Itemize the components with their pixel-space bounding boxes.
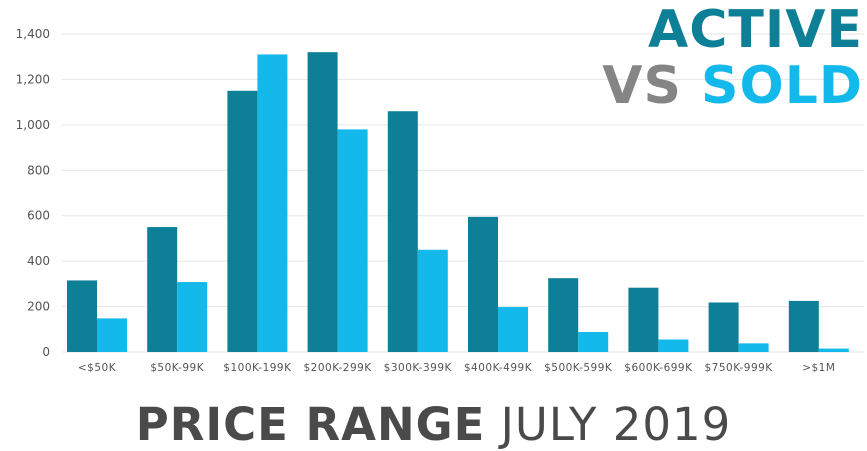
bar-active: [67, 280, 97, 352]
bar-sold: [337, 129, 368, 352]
bar-sold: [498, 307, 528, 352]
legend-vs-sold: VS SOLD: [602, 58, 863, 114]
bar-active: [548, 278, 579, 352]
bar-active: [387, 111, 418, 352]
bar-sold: [177, 282, 208, 352]
y-tick-label: 1,400: [16, 27, 50, 41]
bar-active: [307, 52, 338, 353]
bar-active: [788, 300, 819, 352]
y-tick-label: 400: [27, 254, 50, 268]
x-tick-label: $50K-99K: [150, 362, 204, 374]
x-tick-label: $600K-699K: [624, 362, 693, 374]
x-tick-label: >$1M: [802, 362, 835, 374]
x-tick-label: $200K-299K: [303, 362, 372, 374]
x-tick-label: $500K-599K: [544, 362, 613, 374]
legend: ACTIVE VS SOLD: [602, 2, 863, 114]
x-axis-category-labels: <$50K $50K-99K $100K-199K $200K-299K $300K-3…: [78, 362, 835, 374]
bar-active: [468, 216, 498, 352]
bars: [67, 52, 849, 353]
bar-active: [628, 287, 659, 352]
bar-sold: [738, 343, 769, 352]
y-axis-tick-labels: 0 200 400 600 800 1,000 1,200 1,400: [16, 27, 50, 359]
chart-title: PRICE RANGE JULY 2019: [0, 398, 867, 451]
x-tick-label: $750K-999K: [704, 362, 773, 374]
chart-title-bold: PRICE RANGE: [135, 398, 486, 451]
legend-vs-label: VS: [602, 56, 682, 116]
bar-sold: [578, 332, 609, 352]
legend-sold-label: SOLD: [701, 56, 863, 116]
bar-active: [708, 302, 739, 352]
y-tick-label: 1,000: [16, 118, 50, 132]
y-tick-label: 200: [27, 300, 50, 314]
bar-sold: [818, 348, 849, 352]
bar-active: [227, 90, 258, 353]
x-tick-label: $100K-199K: [223, 362, 292, 374]
bar-sold: [658, 339, 689, 352]
y-tick-label: 800: [27, 163, 50, 177]
x-tick-label: $400K-499K: [464, 362, 533, 374]
bar-sold: [97, 318, 127, 352]
bar-sold: [257, 54, 288, 352]
y-tick-label: 1,200: [16, 72, 50, 86]
chart-title-light: JULY 2019: [500, 398, 732, 451]
legend-active-label: ACTIVE: [648, 0, 863, 60]
y-tick-label: 600: [27, 209, 50, 223]
x-tick-label: <$50K: [78, 362, 117, 374]
bar-sold: [417, 249, 448, 352]
x-tick-label: $300K-399K: [384, 362, 453, 374]
y-tick-label: 0: [42, 345, 50, 359]
bar-active: [147, 227, 178, 352]
